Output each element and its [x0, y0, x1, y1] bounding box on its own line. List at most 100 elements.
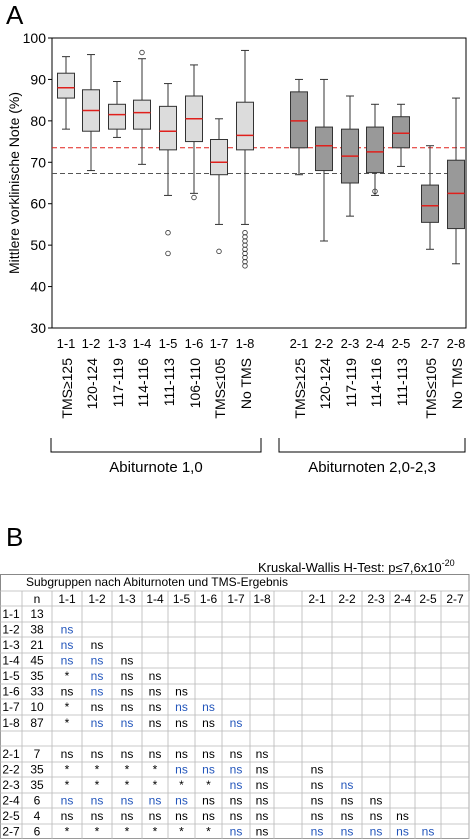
table-cell: ns	[370, 825, 383, 839]
table-cell: ns	[230, 778, 243, 792]
table-n-cell: 35	[30, 763, 44, 777]
y-tick-label: 70	[30, 154, 46, 170]
table-cell: *	[95, 574, 100, 577]
table-cell: ns	[121, 716, 134, 730]
x-tick-label: 1-8	[236, 336, 255, 351]
x-tick-label: 1-3	[108, 336, 127, 351]
table-cell: *	[125, 574, 130, 577]
table-row: 1-5 35 * ns ns ns	[2, 669, 161, 683]
table-row-header: 2-3	[2, 778, 20, 792]
kruskal-wallis-exponent: -20	[441, 558, 455, 568]
table-cell: *	[179, 778, 184, 792]
x-sublabel: 120-124	[317, 358, 333, 410]
table-cell: ns	[202, 700, 215, 714]
table-cell: *	[65, 716, 70, 730]
table-cell: ns	[202, 716, 215, 730]
table-cell: ns	[61, 638, 74, 652]
table-cell: *	[153, 825, 158, 839]
box-2-2	[315, 78, 333, 242]
table-cell: ns	[175, 747, 188, 761]
x-tick-label: 2-2	[315, 336, 334, 351]
outlier-point	[242, 246, 248, 252]
table-n-cell: 35	[30, 778, 44, 792]
table-n-cell: 7	[34, 747, 41, 761]
box-1-3	[108, 81, 126, 138]
plot-frame	[51, 37, 467, 329]
box-iqr	[315, 126, 333, 172]
table-cell: *	[374, 574, 379, 577]
table-n-cell: 87	[30, 716, 44, 730]
table-cell: ns	[341, 825, 354, 839]
table-cell: ns	[61, 685, 74, 699]
table-cell: ns	[230, 747, 243, 761]
table-cell: *	[95, 763, 100, 777]
x-sublabel: 111-113	[394, 358, 410, 406]
table-cell: ns	[422, 825, 435, 839]
table-col-header: 1-4	[146, 592, 164, 606]
table-cell: ns	[175, 763, 188, 777]
table-row: 2-1 7 ns ns ns ns ns ns ns ns	[2, 747, 268, 761]
table-row-header: 2-5	[2, 809, 20, 823]
table-n-cell: 4	[34, 809, 41, 823]
table-cell: *	[65, 574, 70, 577]
table-cell: ns	[341, 778, 354, 792]
table-cell: ns	[91, 700, 104, 714]
table-row: 2-4 6 ns ns ns ns ns ns ns ns ns ns ns	[2, 794, 382, 808]
x-sublabel: TMS≥125	[292, 358, 308, 419]
x-tick-label: 2-3	[341, 336, 360, 351]
table-n-header: n	[34, 592, 41, 606]
table-cell: ns	[311, 809, 324, 823]
box-iqr	[290, 91, 308, 149]
table-cell: *	[125, 763, 130, 777]
table-cell: ns	[230, 574, 243, 577]
table-col-header: 1-2	[88, 592, 106, 606]
table-cell: ns	[230, 794, 243, 808]
table-col-header: 2-3	[367, 592, 385, 606]
y-tick-label: 80	[30, 113, 46, 129]
table-row: 2-2 35 * * * * ns ns ns ns ns	[2, 763, 323, 777]
x-sublabel: 120-124	[84, 358, 100, 410]
table-cell: ns	[256, 778, 269, 792]
group-label: Abiturnote 1,0	[109, 459, 202, 476]
table-cell: ns	[422, 574, 435, 577]
table-col-header: 1-5	[173, 592, 191, 606]
table-col-header: 2-1	[308, 592, 326, 606]
table-cell: *	[95, 825, 100, 839]
table-cell: ns	[61, 794, 74, 808]
table-cell: ns	[61, 747, 74, 761]
table-row: 1-7 10 * ns ns ns ns ns	[2, 700, 215, 714]
table-cell: ns	[61, 809, 74, 823]
table-n-cell: 38	[30, 623, 44, 637]
x-tick-label: 2-5	[392, 336, 411, 351]
table-cell: ns	[256, 809, 269, 823]
table-row: 2-5 4 ns ns ns ns ns ns ns ns ns ns ns ns	[2, 809, 409, 823]
table-cell: ns	[256, 747, 269, 761]
table-cell: ns	[121, 700, 134, 714]
comparison-table-grid: Subgruppen nach Abiturnoten und TMS-Erge…	[0, 574, 470, 839]
table-row: 1-4 45 ns ns ns	[2, 654, 133, 668]
table-cell: *	[153, 778, 158, 792]
x-sublabel: 114-116	[368, 358, 384, 408]
table-cell: ns	[256, 574, 269, 577]
table-n-cell: 6	[34, 794, 41, 808]
y-tick-label: 60	[30, 196, 46, 212]
table-row-header: 1-2	[2, 623, 20, 637]
kruskal-wallis-text: Kruskal-Wallis H-Test: p≤7,6x10	[258, 560, 442, 575]
table-cell: ns	[311, 794, 324, 808]
kruskal-wallis-title: Kruskal-Wallis H-Test: p≤7,6x10-20	[258, 558, 455, 575]
outlier-point	[242, 254, 248, 261]
box-1-6	[185, 64, 203, 201]
table-cell: ns	[311, 778, 324, 792]
box-iqr	[133, 99, 151, 130]
table-n-cell: 21	[30, 638, 44, 652]
table-n-cell: 33	[30, 685, 44, 699]
y-axis-label: Mittlere vorklinische Note (%)	[6, 92, 22, 274]
table-cell: ns	[149, 669, 162, 683]
box-2-3	[341, 95, 359, 217]
x-tick-label: 1-5	[159, 336, 178, 351]
table-cell: ns	[61, 623, 74, 637]
table-row-header: 2-7	[2, 825, 20, 839]
table-cell: ns	[449, 574, 462, 577]
table-row: 1-1 13	[2, 607, 44, 621]
table-cell: *	[153, 574, 158, 577]
